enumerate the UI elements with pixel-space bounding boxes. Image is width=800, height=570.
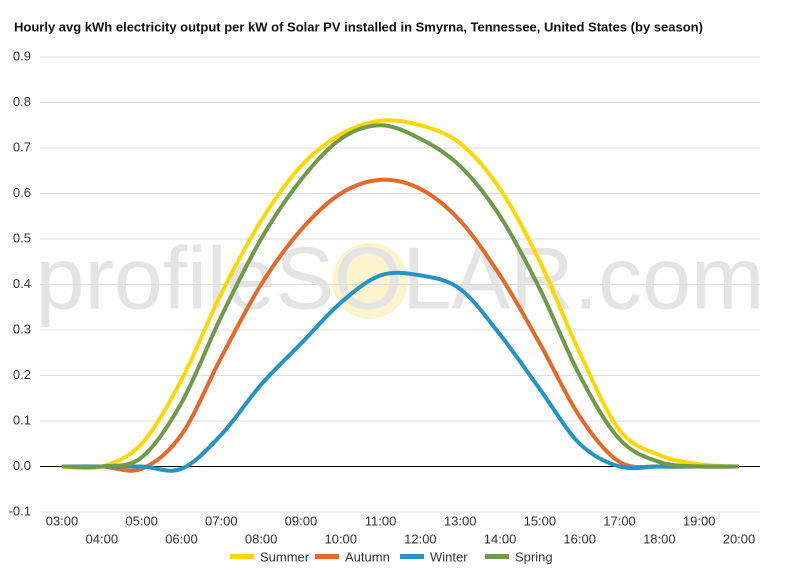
y-tick-label: -0.1	[9, 503, 31, 518]
x-tick-label: 10:00	[324, 531, 357, 546]
legend-label: Winter	[430, 549, 468, 564]
legend-swatch	[315, 554, 339, 559]
y-tick-label: 0.3	[13, 321, 31, 336]
series-line	[61, 118, 740, 471]
y-tick-label: 0.7	[13, 139, 31, 154]
x-tick-label: 17:00	[603, 513, 636, 528]
y-tick-label: 0.4	[13, 276, 31, 291]
x-tick-label: 05:00	[125, 513, 158, 528]
x-tick-label: 12:00	[404, 531, 437, 546]
x-tick-label: 13:00	[444, 513, 477, 528]
watermark: profileSOLAR.com	[36, 228, 765, 327]
series-line	[61, 177, 739, 473]
x-tick-label: 11:00	[365, 513, 397, 528]
y-tick-label: 0.2	[13, 367, 31, 382]
legend-label: Autumn	[345, 549, 390, 564]
legend-label: Summer	[260, 549, 310, 564]
x-tick-label: 09:00	[285, 513, 318, 528]
x-tick-label: 20:00	[723, 531, 756, 546]
x-tick-label: 07:00	[205, 513, 238, 528]
y-tick-label: 0.8	[13, 94, 31, 109]
x-tick-label: 15:00	[524, 513, 557, 528]
x-tick-label: 04:00	[86, 531, 119, 546]
y-tick-label: 0.9	[13, 48, 31, 63]
x-tick-label: 19:00	[683, 513, 716, 528]
watermark-group: profileSOLAR.com	[36, 228, 765, 327]
series-line	[61, 123, 740, 470]
x-tick-label: 16:00	[563, 531, 596, 546]
legend-swatch	[230, 554, 254, 559]
y-tick-label: 0.6	[13, 185, 31, 200]
x-tick-label: 14:00	[484, 531, 517, 546]
y-tick-label: 0.1	[13, 412, 31, 427]
legend-swatch	[400, 554, 424, 559]
y-tick-label: 0.0	[13, 458, 31, 473]
x-tick-label: 06:00	[165, 531, 198, 546]
legend-label: Spring	[515, 549, 553, 564]
x-tick-label: 08:00	[245, 531, 278, 546]
chart-title: Hourly avg kWh electricity output per kW…	[14, 19, 703, 34]
x-tick-label: 18:00	[643, 531, 676, 546]
series-line	[62, 270, 739, 473]
legend-swatch	[485, 554, 509, 559]
x-tick-label: 03:00	[46, 513, 79, 528]
y-tick-label: 0.5	[13, 230, 31, 245]
